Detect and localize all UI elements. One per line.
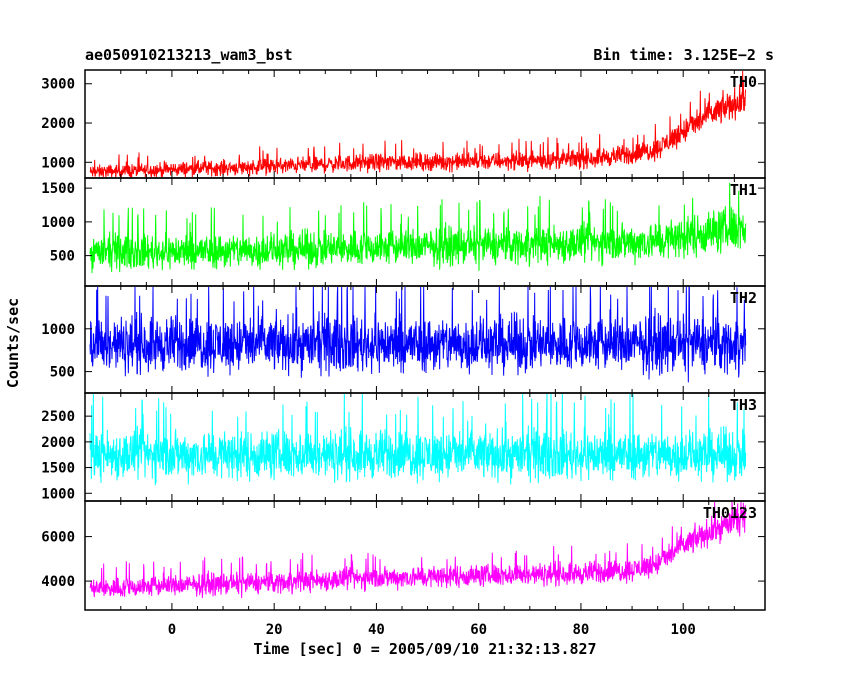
legend-label-th2: TH2 [730,289,757,307]
x-axis-label: Time [sec] 0 = 2005/09/10 21:32:13.827 [253,640,596,658]
series-line-th3 [89,393,747,486]
panel-th2: 500 1000 TH2 [41,285,766,394]
y-axis-label: Counts/sec [4,298,22,388]
y-tick-label: 1000 [41,155,75,171]
y-tick-label: 2000 [41,435,75,451]
y-tick-label: 1500 [41,461,75,477]
y-tick-label: 500 [50,365,75,381]
y-tick-label: 500 [50,249,75,265]
panel-frame [84,500,766,611]
x-tick-label: 0 [168,622,176,638]
chart-title: ae050910213213_wam3_bst [85,46,293,64]
legend-label-th0123: TH0123 [703,504,757,522]
series-line-th0 [89,70,747,179]
y-tick-label: 1000 [41,322,75,338]
y-tick-label: 6000 [41,530,75,546]
x-tick-label: 100 [671,622,696,638]
x-tick-label: 80 [573,622,590,638]
y-tick-label: 3000 [41,77,75,93]
chart-subtitle: Bin time: 3.125E−2 s [593,46,774,64]
panel-th0: 1000 2000 3000 TH0 [41,69,766,179]
y-tick-label: 2500 [41,409,75,425]
series-line-th1 [89,182,747,274]
legend-label-th1: TH1 [730,181,757,199]
x-tick-label: 20 [266,622,283,638]
panel-th1: 500 1000 1500 TH1 [41,177,766,287]
x-tick-label: 40 [368,622,385,638]
legend-label-th3: TH3 [730,396,757,414]
y-tick-label: 1500 [41,181,75,197]
panel-th3: 1000 1500 2000 2500 TH3 [41,392,766,502]
y-tick-label: 2000 [41,116,75,132]
y-tick-label: 4000 [41,574,75,590]
y-tick-label: 1000 [41,215,75,231]
legend-label-th0: TH0 [730,73,757,91]
series-line-th0123 [89,501,747,599]
panel-th0123: 4000 6000 TH0123 [41,500,766,611]
y-tick-label: 1000 [41,486,75,502]
series-line-th2 [89,286,747,383]
x-tick-label: 60 [470,622,487,638]
